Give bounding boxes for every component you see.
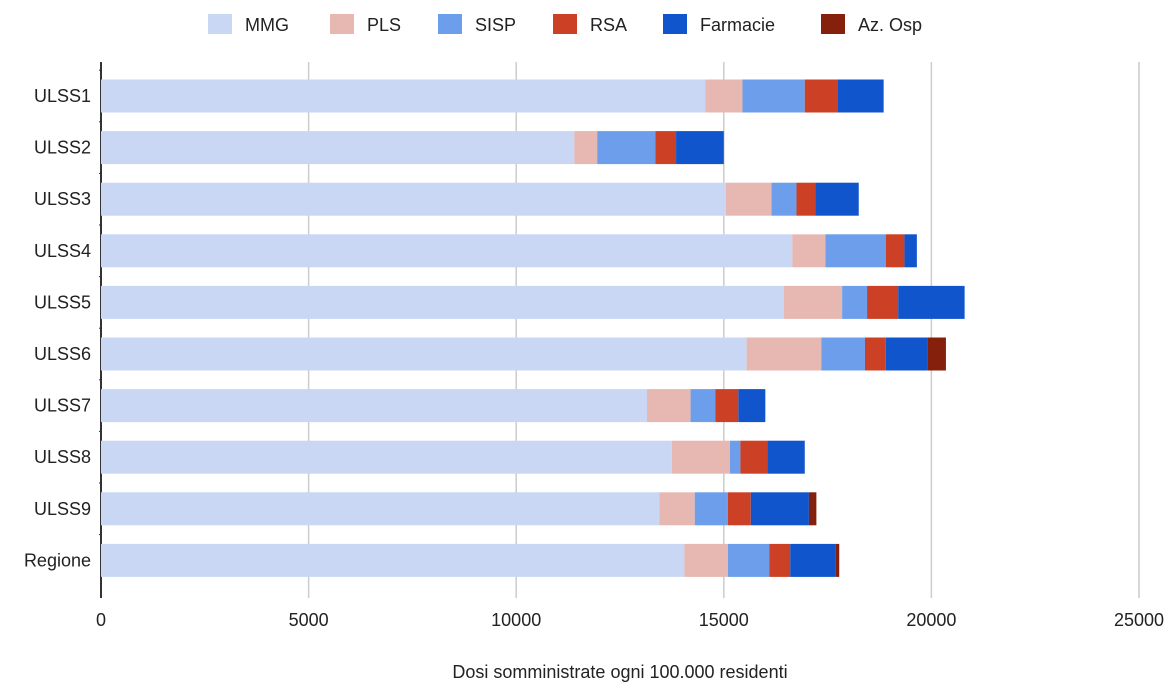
bar-ulss1-pls — [705, 79, 743, 113]
bar-ulss2-rsa — [655, 131, 677, 165]
bar-ulss1-rsa — [804, 79, 838, 113]
bar-ulss2-mmg — [101, 131, 575, 165]
bar-ulss6-az-osp — [927, 337, 946, 371]
bar-ulss5-sisp — [842, 285, 868, 319]
bar-ulss6-pls — [746, 337, 822, 371]
x-tick-label-25000: 25000 — [1114, 610, 1164, 630]
bar-ulss6-rsa — [864, 337, 886, 371]
bar-ulss8-pls — [671, 440, 731, 474]
bar-ulss3-farmacie — [815, 182, 859, 216]
bar-regione-sisp — [727, 543, 770, 577]
bar-ulss1-mmg — [101, 79, 706, 113]
bar-ulss2-sisp — [597, 131, 656, 165]
legend-label-mmg: MMG — [245, 15, 289, 35]
bar-regione-mmg — [101, 543, 685, 577]
x-tick-label-20000: 20000 — [906, 610, 956, 630]
bar-ulss3-mmg — [101, 182, 726, 216]
legend: MMG PLS SISP RSA Farmacie Az. Osp — [208, 14, 922, 35]
legend-swatch-pls — [330, 14, 354, 34]
category-label-regione: Regione — [24, 550, 91, 570]
category-label-ulss7: ULSS7 — [34, 396, 91, 416]
category-label-ulss4: ULSS4 — [34, 241, 91, 261]
legend-label-az-osp: Az. Osp — [858, 15, 922, 35]
legend-swatch-az-osp — [821, 14, 845, 34]
bar-ulss2-farmacie — [676, 131, 724, 165]
bar-ulss9-az-osp — [808, 492, 817, 526]
legend-swatch-rsa — [553, 14, 577, 34]
bar-ulss4-rsa — [885, 234, 905, 268]
bar-ulss4-farmacie — [904, 234, 917, 268]
category-label-ulss6: ULSS6 — [34, 344, 91, 364]
legend-label-farmacie: Farmacie — [700, 15, 775, 35]
bar-regione-az-osp — [835, 543, 840, 577]
bar-regione-rsa — [769, 543, 791, 577]
bar-ulss3-pls — [725, 182, 772, 216]
x-tick-label-15000: 15000 — [699, 610, 749, 630]
category-label-ulss2: ULSS2 — [34, 138, 91, 158]
bar-ulss7-sisp — [690, 389, 716, 423]
bars — [101, 79, 965, 577]
bar-ulss5-mmg — [101, 285, 785, 319]
bar-regione-farmacie — [790, 543, 836, 577]
bar-ulss9-mmg — [101, 492, 660, 526]
bar-ulss1-sisp — [742, 79, 805, 113]
bar-ulss1-farmacie — [837, 79, 884, 113]
bar-ulss7-pls — [646, 389, 691, 423]
bar-regione-pls — [684, 543, 728, 577]
x-tick-label-10000: 10000 — [491, 610, 541, 630]
legend-swatch-mmg — [208, 14, 232, 34]
category-label-ulss8: ULSS8 — [34, 447, 91, 467]
bar-ulss3-rsa — [796, 182, 816, 216]
x-axis-title: Dosi somministrate ogni 100.000 resident… — [452, 662, 787, 682]
bar-ulss7-farmacie — [738, 389, 766, 423]
bar-ulss5-farmacie — [898, 285, 965, 319]
bar-ulss9-pls — [659, 492, 695, 526]
category-label-ulss3: ULSS3 — [34, 189, 91, 209]
bar-ulss8-mmg — [101, 440, 672, 474]
bar-ulss4-sisp — [825, 234, 886, 268]
bar-ulss9-sisp — [694, 492, 728, 526]
x-tick-labels: 0 5000 10000 15000 20000 25000 — [96, 610, 1164, 630]
x-tick-label-0: 0 — [96, 610, 106, 630]
bar-ulss8-farmacie — [767, 440, 805, 474]
bar-ulss8-rsa — [740, 440, 768, 474]
category-label-ulss9: ULSS9 — [34, 499, 91, 519]
legend-label-rsa: RSA — [590, 15, 627, 35]
bar-ulss6-mmg — [101, 337, 747, 371]
bar-ulss9-farmacie — [750, 492, 809, 526]
category-label-ulss5: ULSS5 — [34, 292, 91, 312]
bar-ulss9-rsa — [727, 492, 751, 526]
bar-ulss2-pls — [574, 131, 598, 165]
legend-swatch-sisp — [438, 14, 462, 34]
bar-ulss3-sisp — [771, 182, 797, 216]
category-label-ulss1: ULSS1 — [34, 86, 91, 106]
bar-ulss5-rsa — [867, 285, 899, 319]
bar-ulss5-pls — [784, 285, 843, 319]
legend-label-pls: PLS — [367, 15, 401, 35]
bar-ulss6-sisp — [821, 337, 865, 371]
legend-swatch-farmacie — [663, 14, 687, 34]
bar-ulss4-pls — [792, 234, 826, 268]
bar-ulss6-farmacie — [885, 337, 928, 371]
bar-ulss7-mmg — [101, 389, 647, 423]
legend-label-sisp: SISP — [475, 15, 516, 35]
bar-ulss8-sisp — [730, 440, 741, 474]
bar-ulss7-rsa — [715, 389, 739, 423]
category-labels: ULSS1 ULSS2 ULSS3 ULSS4 ULSS5 ULSS6 ULSS7 ULSS8… — [24, 69, 102, 570]
bar-ulss4-mmg — [101, 234, 793, 268]
x-tick-label-5000: 5000 — [289, 610, 329, 630]
